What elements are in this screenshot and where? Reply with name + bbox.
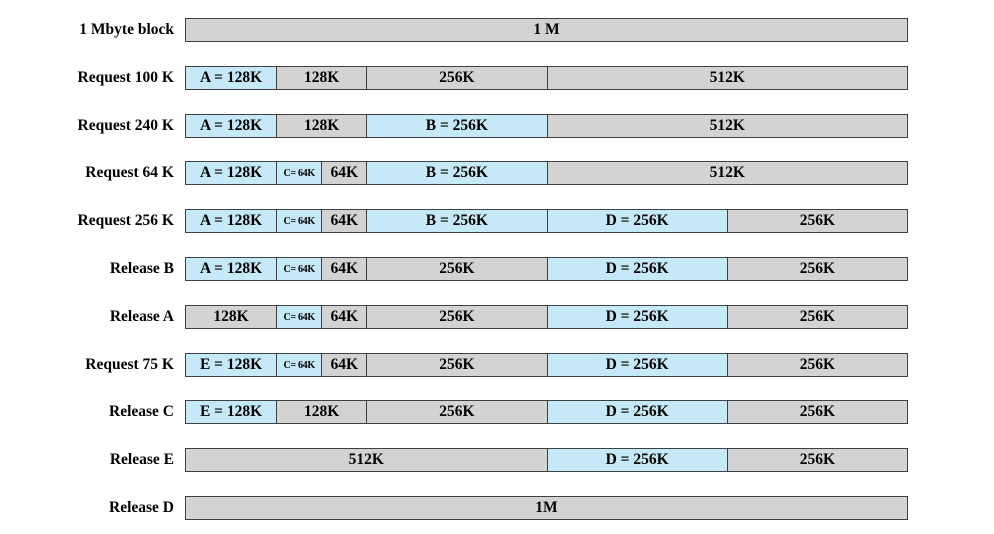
free-block: 256K: [366, 306, 547, 328]
allocated-block: A = 128K: [186, 210, 277, 232]
memory-bar: A = 128K C= 64K 64K B = 256K 512K: [185, 161, 908, 185]
free-block: 128K: [276, 401, 367, 423]
row-label: Release A: [109, 308, 174, 325]
free-block: 64K: [321, 306, 367, 328]
memory-bar: A = 128K 128K B = 256K 512K: [185, 114, 908, 138]
free-block: 256K: [726, 210, 907, 232]
free-block: 128K: [186, 306, 277, 328]
free-block: 256K: [366, 258, 547, 280]
allocated-block: D = 256K: [546, 449, 727, 471]
free-block: 256K: [726, 449, 907, 471]
free-block: 512K: [546, 115, 907, 137]
free-block: 64K: [321, 354, 367, 376]
allocated-block: A = 128K: [186, 67, 277, 89]
free-block: 512K: [186, 449, 547, 471]
allocated-block: C= 64K: [276, 162, 322, 184]
allocated-block: E = 128K: [186, 401, 277, 423]
allocated-block: D = 256K: [546, 210, 727, 232]
free-block: 512K: [546, 162, 907, 184]
memory-bar: A = 128K 128K 256K 512K: [185, 66, 908, 90]
row-label: Release E: [109, 451, 174, 468]
memory-bar: A = 128K C= 64K 64K 256K D = 256K 256K: [185, 257, 908, 281]
free-block: 256K: [366, 67, 547, 89]
row-label: Request 256 K: [77, 212, 174, 229]
allocated-block: C= 64K: [276, 306, 322, 328]
allocated-block: D = 256K: [546, 401, 727, 423]
memory-bar: 512K D = 256K 256K: [185, 448, 908, 472]
allocated-block: D = 256K: [546, 354, 727, 376]
row-label: Release B: [109, 260, 174, 277]
allocated-block: B = 256K: [366, 115, 547, 137]
allocated-block: D = 256K: [546, 306, 727, 328]
allocated-block: A = 128K: [186, 115, 277, 137]
free-block: 256K: [366, 354, 547, 376]
allocated-block: E = 128K: [186, 354, 277, 376]
memory-bar: 1M: [185, 496, 908, 520]
free-block: 128K: [276, 115, 367, 137]
allocated-block: B = 256K: [366, 162, 547, 184]
free-block: 256K: [726, 258, 907, 280]
memory-bar: E = 128K 128K 256K D = 256K 256K: [185, 400, 908, 424]
allocated-block: C= 64K: [276, 210, 322, 232]
free-block: 256K: [366, 401, 547, 423]
free-block: 64K: [321, 210, 367, 232]
free-block: 128K: [276, 67, 367, 89]
free-block: 64K: [321, 258, 367, 280]
row-label: Request 64 K: [85, 164, 174, 181]
free-block: 512K: [546, 67, 907, 89]
allocated-block: D = 256K: [546, 258, 727, 280]
memory-bar: 1 M: [185, 18, 908, 42]
free-block: 1 M: [186, 19, 907, 41]
free-block: 256K: [726, 401, 907, 423]
memory-bar: 128K C= 64K 64K 256K D = 256K 256K: [185, 305, 908, 329]
free-block: 256K: [726, 306, 907, 328]
allocated-block: C= 64K: [276, 258, 322, 280]
free-block: 256K: [726, 354, 907, 376]
allocated-block: C= 64K: [276, 354, 322, 376]
row-label: Release C: [109, 403, 174, 420]
allocated-block: A = 128K: [186, 162, 277, 184]
row-label: Request 240 K: [77, 117, 174, 134]
row-label: Request 75 K: [85, 356, 174, 373]
free-block: 1M: [186, 497, 907, 519]
row-label: 1 Mbyte block: [79, 21, 174, 38]
free-block: 64K: [321, 162, 367, 184]
allocated-block: B = 256K: [366, 210, 547, 232]
memory-bar: E = 128K C= 64K 64K 256K D = 256K 256K: [185, 353, 908, 377]
row-label: Release D: [109, 499, 174, 516]
allocated-block: A = 128K: [186, 258, 277, 280]
row-label: Request 100 K: [77, 69, 174, 86]
memory-bar: A = 128K C= 64K 64K B = 256K D = 256K 256K: [185, 209, 908, 233]
